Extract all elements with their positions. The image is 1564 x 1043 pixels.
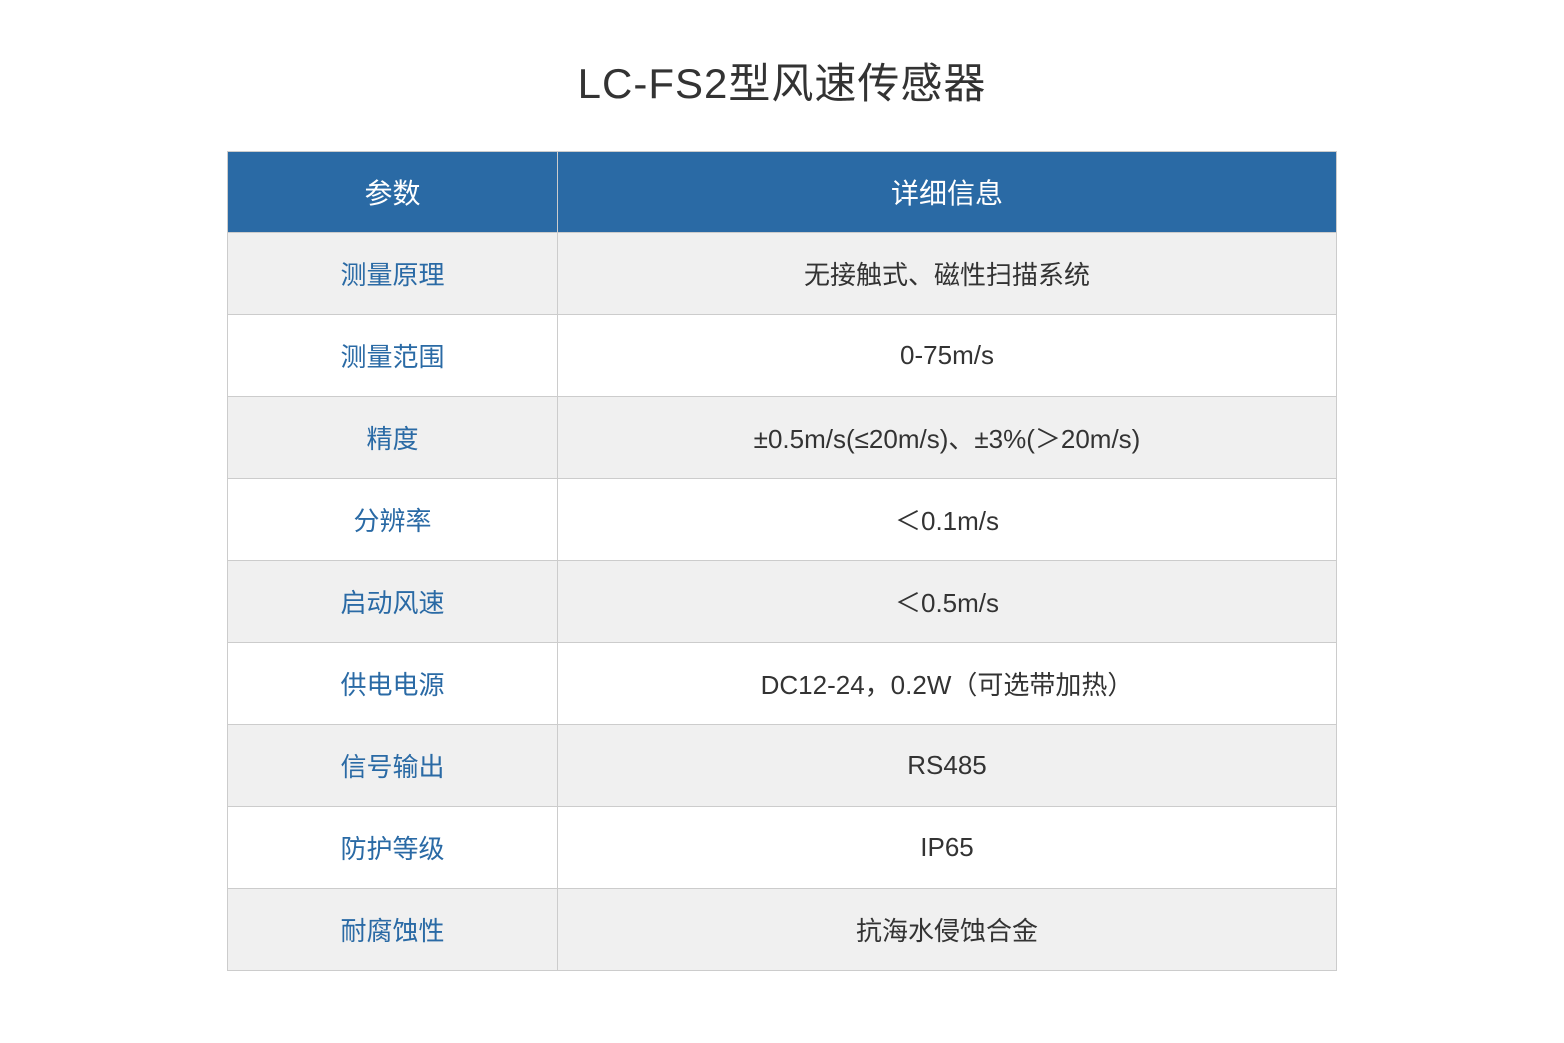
- spec-table: 参数 详细信息 测量原理 无接触式、磁性扫描系统 测量范围 0-75m/s 精度…: [227, 151, 1337, 971]
- param-cell: 供电电源: [228, 643, 558, 725]
- table-row: 分辨率 ＜0.1m/s: [228, 479, 1337, 561]
- table-row: 启动风速 ＜0.5m/s: [228, 561, 1337, 643]
- table-row: 信号输出 RS485: [228, 725, 1337, 807]
- param-cell: 精度: [228, 397, 558, 479]
- header-detail: 详细信息: [558, 152, 1337, 233]
- param-cell: 分辨率: [228, 479, 558, 561]
- param-cell: 测量范围: [228, 315, 558, 397]
- table-row: 精度 ±0.5m/s(≤20m/s)、±3%(＞20m/s): [228, 397, 1337, 479]
- value-cell: IP65: [558, 807, 1337, 889]
- value-cell: DC12-24，0.2W（可选带加热）: [558, 643, 1337, 725]
- header-param: 参数: [228, 152, 558, 233]
- table-row: 测量范围 0-75m/s: [228, 315, 1337, 397]
- page-title: LC-FS2型风速传感器: [578, 50, 987, 111]
- param-cell: 耐腐蚀性: [228, 889, 558, 971]
- param-cell: 测量原理: [228, 233, 558, 315]
- value-cell: 抗海水侵蚀合金: [558, 889, 1337, 971]
- table-row: 耐腐蚀性 抗海水侵蚀合金: [228, 889, 1337, 971]
- value-cell: ＜0.5m/s: [558, 561, 1337, 643]
- value-cell: 0-75m/s: [558, 315, 1337, 397]
- value-cell: ＜0.1m/s: [558, 479, 1337, 561]
- value-cell: ±0.5m/s(≤20m/s)、±3%(＞20m/s): [558, 397, 1337, 479]
- value-cell: 无接触式、磁性扫描系统: [558, 233, 1337, 315]
- param-cell: 信号输出: [228, 725, 558, 807]
- table-row: 防护等级 IP65: [228, 807, 1337, 889]
- value-cell: RS485: [558, 725, 1337, 807]
- param-cell: 启动风速: [228, 561, 558, 643]
- table-body: 测量原理 无接触式、磁性扫描系统 测量范围 0-75m/s 精度 ±0.5m/s…: [228, 233, 1337, 971]
- table-row: 测量原理 无接触式、磁性扫描系统: [228, 233, 1337, 315]
- param-cell: 防护等级: [228, 807, 558, 889]
- table-header-row: 参数 详细信息: [228, 152, 1337, 233]
- table-row: 供电电源 DC12-24，0.2W（可选带加热）: [228, 643, 1337, 725]
